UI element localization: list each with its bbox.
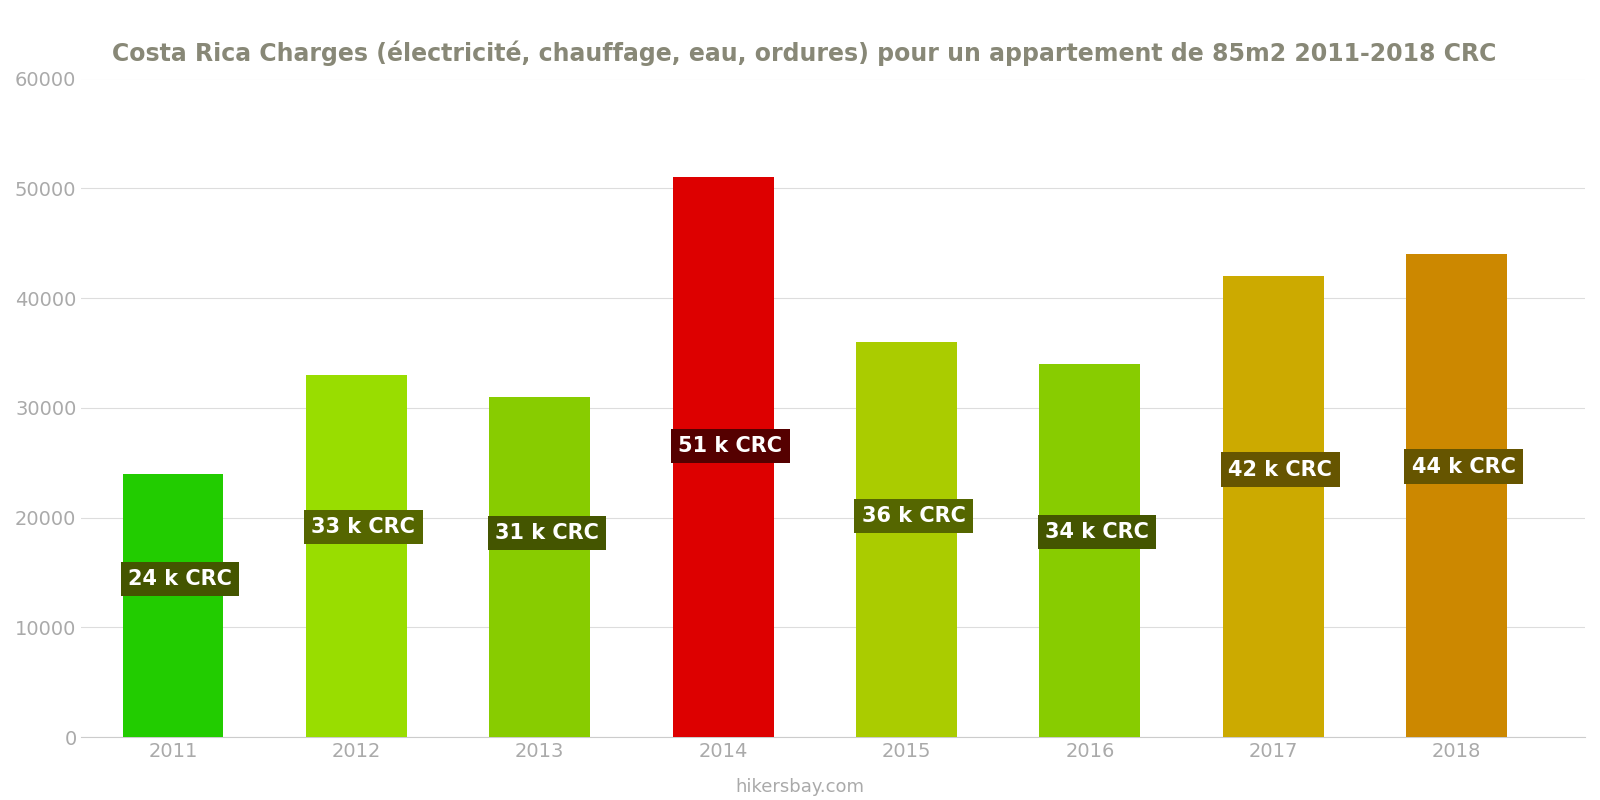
Text: hikersbay.com: hikersbay.com [736,778,864,796]
Bar [856,342,957,737]
Text: 36 k CRC: 36 k CRC [862,506,965,526]
Bar [1222,276,1323,737]
Bar [672,178,773,737]
Bar [1040,364,1141,737]
Text: 42 k CRC: 42 k CRC [1229,460,1333,480]
Text: 24 k CRC: 24 k CRC [128,569,232,589]
Bar [123,474,224,737]
Text: 51 k CRC: 51 k CRC [678,436,782,456]
Text: 31 k CRC: 31 k CRC [494,523,598,543]
Text: Costa Rica Charges (électricité, chauffage, eau, ordures) pour un appartement de: Costa Rica Charges (électricité, chauffa… [112,40,1496,66]
Bar [1406,254,1507,737]
Text: 44 k CRC: 44 k CRC [1411,457,1515,477]
Bar [306,375,406,737]
Text: 34 k CRC: 34 k CRC [1045,522,1149,542]
Text: 33 k CRC: 33 k CRC [312,517,416,537]
Bar [490,397,590,737]
